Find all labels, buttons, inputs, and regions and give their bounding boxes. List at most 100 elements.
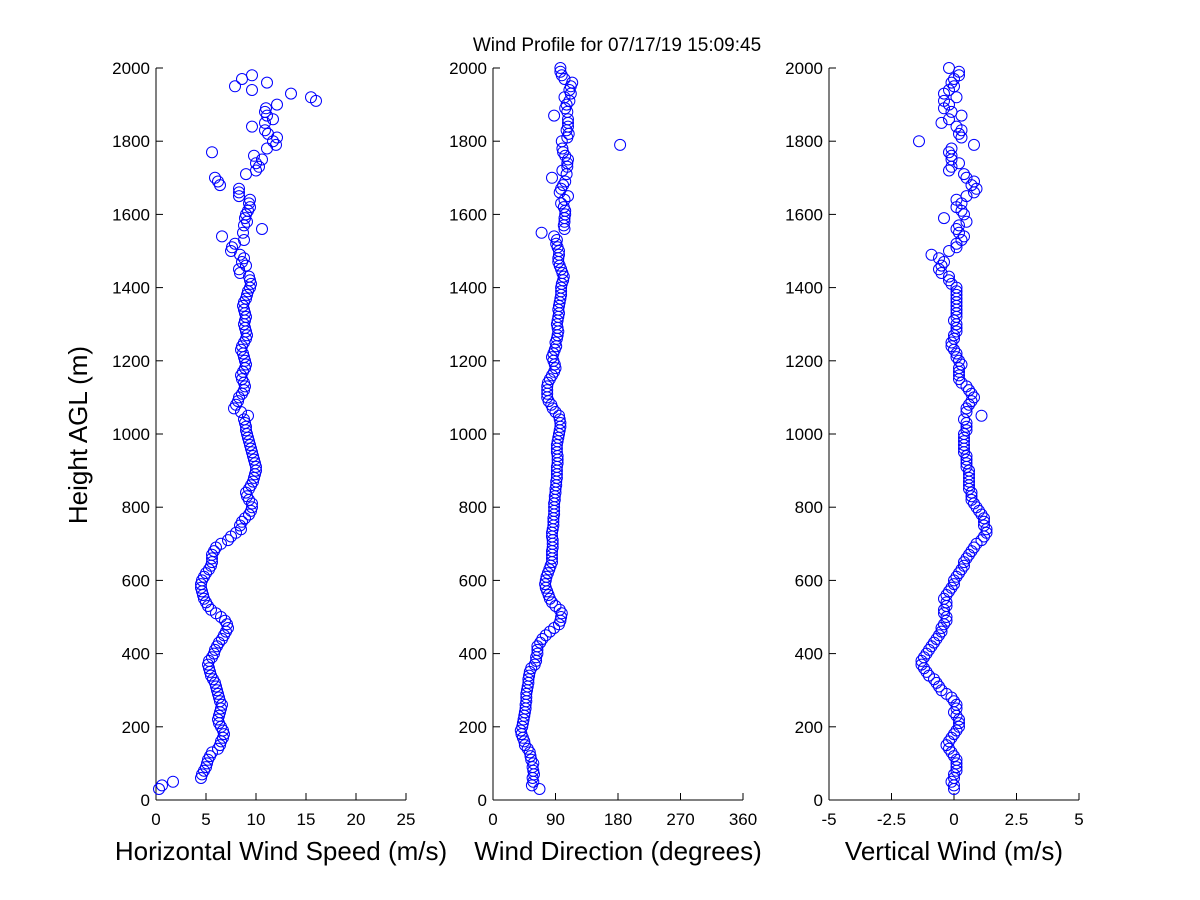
vertical-data-point <box>950 288 963 301</box>
speed-data-point <box>238 413 250 426</box>
speed-data-point <box>233 391 245 404</box>
vertical-data-point <box>938 618 950 631</box>
y-axis-label: Height AGL (m) <box>63 346 93 524</box>
speed-markers <box>153 69 322 795</box>
speed-data-point <box>247 450 259 462</box>
vertical-data-point <box>938 94 950 107</box>
direction-data-point <box>541 384 554 397</box>
speed-data-point <box>238 234 250 246</box>
figure-title: Wind Profile for 07/17/19 15:09:45 <box>473 35 761 56</box>
speed-data-point <box>209 171 221 184</box>
vertical-data-point <box>978 530 990 543</box>
vertical-data-point <box>965 493 978 506</box>
direction-data-point <box>539 574 552 587</box>
vertical-data-point <box>953 720 965 733</box>
direction-data-point <box>562 190 574 203</box>
vertical-data-point <box>950 757 963 770</box>
vertical-data-point <box>960 190 973 203</box>
speed-data-point <box>240 486 252 499</box>
speed-data-point <box>218 728 230 741</box>
direction-data-point <box>550 234 563 246</box>
speed-data-point <box>260 102 272 115</box>
speed-data-point <box>167 775 179 788</box>
vertical-y-tick-label: 1400 <box>785 279 823 298</box>
vertical-data-point <box>978 515 990 528</box>
speed-data-point <box>250 157 262 170</box>
vertical-data-point <box>948 329 960 342</box>
direction-data-point <box>553 248 565 261</box>
speed-data-point <box>241 490 253 503</box>
direction-y-tick-label: 0 <box>478 791 487 810</box>
vertical-data-point <box>958 559 970 572</box>
vertical-data-point <box>948 728 960 741</box>
direction-data-point <box>545 398 558 411</box>
vertical-data-point <box>943 146 955 159</box>
speed-data-point <box>262 127 274 140</box>
speed-data-point <box>212 687 224 700</box>
speed-data-point <box>237 226 249 239</box>
speed-data-point <box>259 105 271 118</box>
speed-y-tick-label: 200 <box>122 718 150 737</box>
vertical-data-point <box>943 274 955 287</box>
direction-data-point <box>535 226 548 239</box>
vertical-data-point <box>918 651 930 664</box>
vertical-data-point <box>920 647 933 660</box>
direction-data-point <box>557 201 570 214</box>
speed-data-point <box>241 329 253 342</box>
speed-y-tick-label: 600 <box>122 571 150 590</box>
direction-data-point <box>518 739 531 752</box>
vertical-data-point <box>955 131 968 144</box>
vertical-data-point <box>968 391 980 404</box>
speed-y-tick-label: 2000 <box>112 59 150 78</box>
speed-data-point <box>241 288 253 301</box>
speed-x-axis-label: Horizontal Wind Speed (m/s) <box>115 836 447 866</box>
panel-direction: 0 200 400 600 800 1000 1200 1400 1600 1800 2000 0 90… <box>449 59 762 866</box>
speed-data-point <box>256 153 268 166</box>
vertical-data-point <box>955 109 968 122</box>
direction-data-point <box>553 603 566 616</box>
speed-data-point <box>214 695 226 708</box>
direction-data-point <box>539 578 552 591</box>
speed-data-point <box>213 691 225 704</box>
speed-data-point <box>236 73 248 85</box>
vertical-data-point <box>948 695 960 708</box>
speed-y-tick-label: 400 <box>122 645 150 664</box>
vertical-data-point <box>963 548 975 561</box>
speed-data-point <box>229 80 241 93</box>
vertical-y-tick-label: 600 <box>795 571 823 590</box>
speed-data-point <box>246 446 258 459</box>
speed-data-point <box>235 343 247 356</box>
speed-data-point <box>195 581 207 594</box>
direction-data-point <box>521 742 534 755</box>
speed-data-point <box>242 431 254 444</box>
vertical-axes: 0 200 400 600 800 1000 1200 1400 1600 1800 2000 -5 -… <box>785 59 1084 829</box>
vertical-data-point <box>945 775 958 788</box>
speed-data-point <box>244 274 256 287</box>
direction-y-tick-label: 1200 <box>449 352 487 371</box>
speed-x-tick-label: 0 <box>151 810 160 829</box>
vertical-data-point <box>943 164 955 177</box>
direction-data-point <box>556 142 569 155</box>
vertical-x-tick-label: -2.5 <box>877 810 906 829</box>
vertical-data-point <box>978 519 990 532</box>
speed-data-point <box>239 212 251 225</box>
direction-x-tick-label: 180 <box>604 810 632 829</box>
speed-y-tick-label: 1000 <box>112 425 150 444</box>
speed-data-point <box>246 120 258 133</box>
vertical-data-point <box>945 277 958 290</box>
vertical-data-point <box>943 62 955 74</box>
vertical-data-point <box>950 325 963 338</box>
vertical-y-tick-label: 1000 <box>785 425 823 444</box>
vertical-data-point <box>948 768 960 781</box>
vertical-x-tick-label: 2.5 <box>1005 810 1029 829</box>
vertical-data-point <box>923 643 935 656</box>
direction-data-point <box>554 65 567 78</box>
speed-data-point <box>216 230 228 243</box>
direction-x-axis-label: Wind Direction (degrees) <box>474 836 762 866</box>
speed-data-point <box>243 197 255 210</box>
direction-data-point <box>555 281 568 294</box>
vertical-data-point <box>955 376 968 389</box>
speed-data-point <box>244 439 256 451</box>
direction-x-tick-label: 360 <box>729 810 757 829</box>
vertical-data-point <box>933 629 945 642</box>
